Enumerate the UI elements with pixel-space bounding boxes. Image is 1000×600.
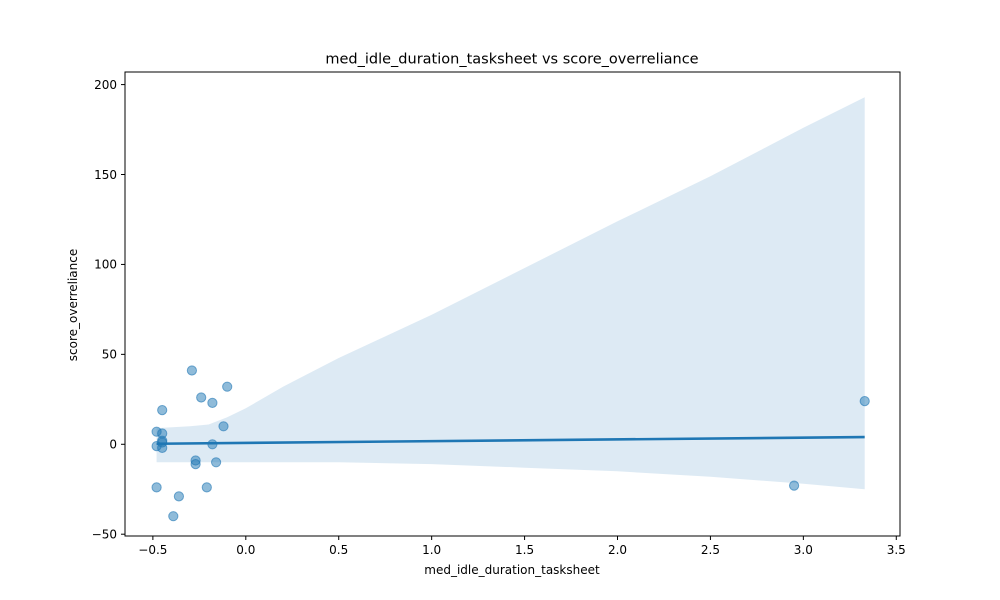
x-tick-label: 0.0 [236, 543, 255, 557]
scatter-point [789, 480, 800, 491]
y-tick-label: 200 [94, 78, 117, 92]
y-tick-label: 150 [94, 168, 117, 182]
y-axis-title: score_overreliance [66, 249, 80, 361]
y-axis: −50 0 50 100 150 200 [92, 78, 125, 542]
regression-line [156, 435, 865, 446]
chart-title: med_idle_duration_tasksheet vs score_ove… [325, 52, 698, 68]
x-tick-label: 0.5 [329, 543, 348, 557]
scatter-point [157, 405, 168, 416]
scatter-point [222, 381, 233, 392]
scatter-point [173, 491, 184, 502]
scatter-point [207, 397, 218, 408]
scatter-point [201, 482, 212, 493]
confidence-band [156, 97, 865, 490]
x-tick-label: 3.0 [794, 543, 813, 557]
x-tick-label: 2.0 [608, 543, 627, 557]
x-tick-label: 3.5 [887, 543, 906, 557]
scatter-point [196, 392, 207, 403]
plot-area [151, 97, 870, 522]
x-tick-label: −0.5 [138, 543, 167, 557]
scatter-point [859, 396, 870, 407]
scatter-point [151, 482, 162, 493]
scatter-point [211, 457, 222, 468]
scatter-point [218, 421, 229, 432]
x-axis: −0.5 0.0 0.5 1.0 1.5 2.0 2.5 3.0 3.5 [138, 536, 906, 557]
x-tick-label: 2.5 [701, 543, 720, 557]
scatter-point [186, 365, 197, 376]
scatter-points [151, 365, 870, 522]
y-tick-label: −50 [92, 528, 117, 542]
plot-frame [124, 71, 901, 537]
scatter-point [168, 511, 179, 522]
x-tick-label: 1.0 [422, 543, 441, 557]
x-tick-label: 1.5 [515, 543, 534, 557]
y-tick-label: 100 [94, 258, 117, 272]
scatter-point [190, 459, 201, 470]
x-axis-title: med_idle_duration_tasksheet [424, 563, 600, 577]
y-tick-label: 50 [102, 348, 117, 362]
y-tick-label: 0 [109, 438, 117, 452]
